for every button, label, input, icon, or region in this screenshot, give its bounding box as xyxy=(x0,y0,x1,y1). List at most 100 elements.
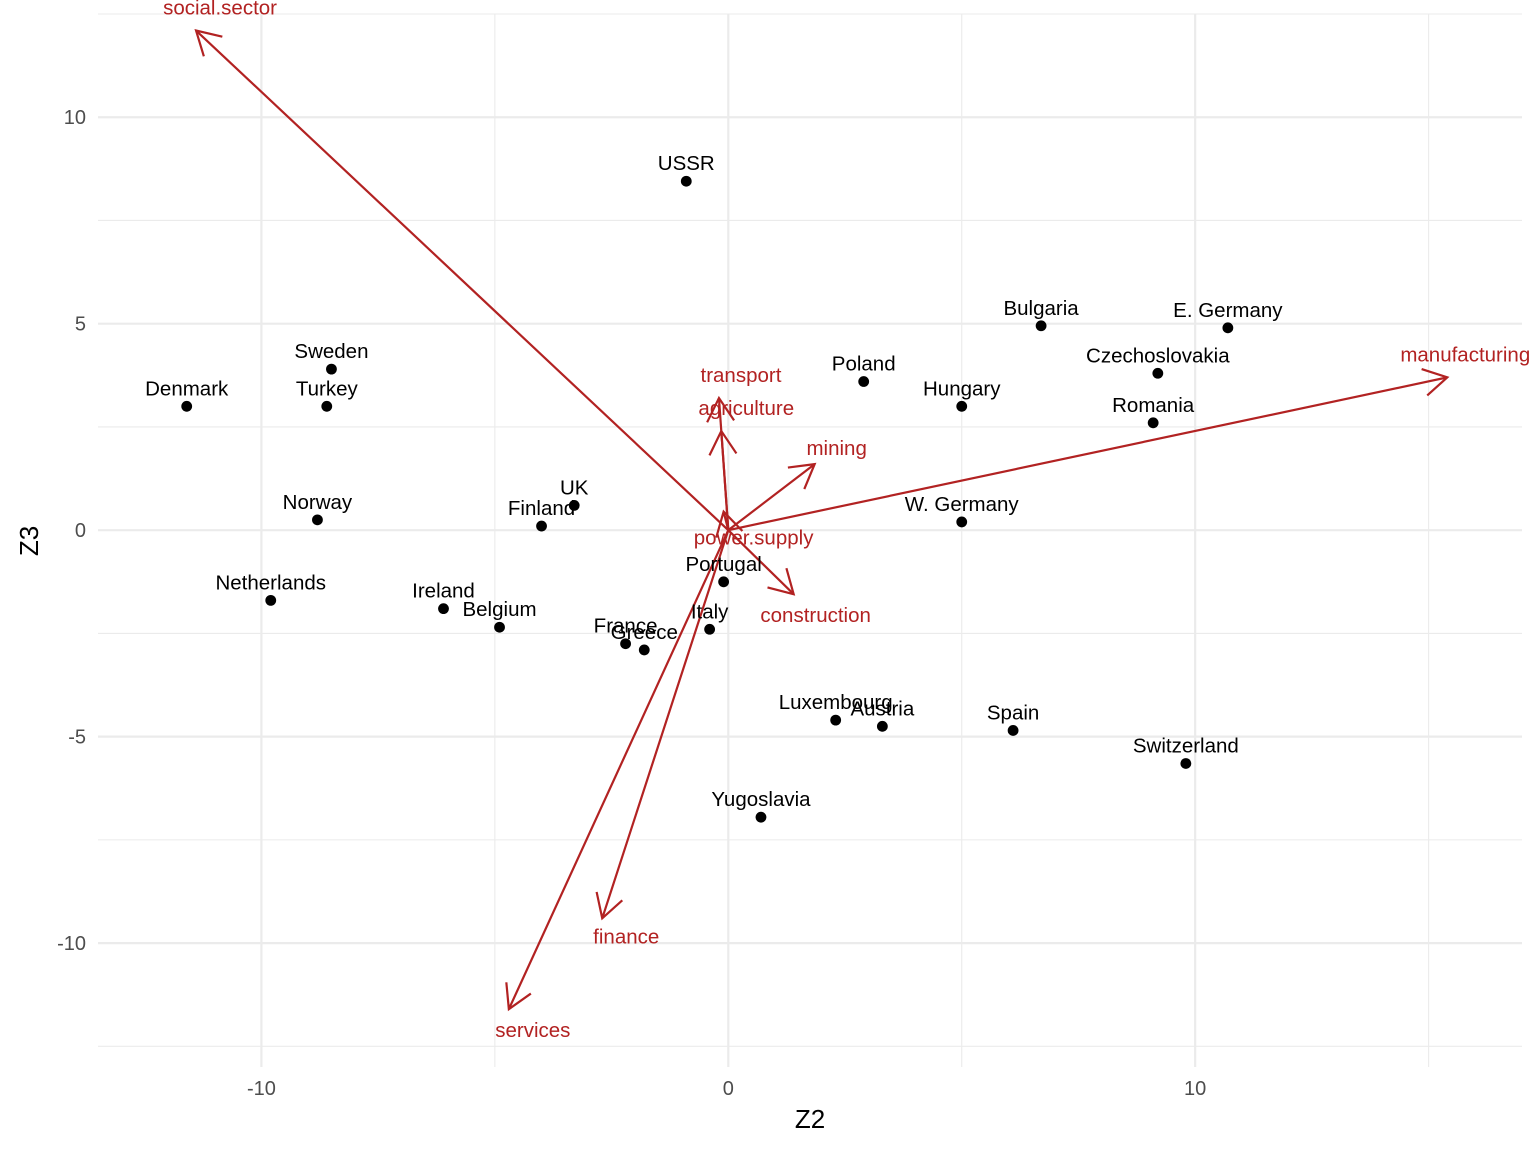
arrow-shaft xyxy=(728,376,1448,532)
country-point xyxy=(876,720,888,732)
y-tick-label: -5 xyxy=(68,727,86,749)
loading-label: manufacturing xyxy=(1400,343,1530,366)
country-point xyxy=(956,516,968,528)
y-tick-label: -10 xyxy=(57,933,86,955)
arrow-shaft xyxy=(601,529,730,919)
country-point xyxy=(321,400,333,412)
country-label: Austria xyxy=(850,697,914,720)
arrow-head xyxy=(706,395,735,423)
loading-arrow xyxy=(194,29,730,531)
x-tick-label: -10 xyxy=(247,1078,276,1100)
country-point xyxy=(956,400,968,412)
country-label: Romania xyxy=(1112,394,1195,417)
loading-arrow xyxy=(727,529,796,596)
country-label: Czechoslovakia xyxy=(1086,344,1230,367)
country-label: Netherlands xyxy=(215,571,326,594)
country-label: Finland xyxy=(508,497,575,520)
y-tick-label: 0 xyxy=(75,520,86,542)
country-label: W. Germany xyxy=(905,493,1020,516)
country-point xyxy=(620,638,631,650)
x-axis-title: Z2 xyxy=(795,1104,825,1134)
country-label: Switzerland xyxy=(1133,734,1239,757)
loading-arrow xyxy=(505,529,730,1012)
x-tick-label: 0 xyxy=(723,1078,734,1100)
arrow-shaft xyxy=(507,529,730,1010)
country-label: Norway xyxy=(283,491,353,514)
country-label: Turkey xyxy=(296,377,359,400)
country-label: Denmark xyxy=(145,377,229,400)
loading-label: transport xyxy=(701,364,782,387)
loading-labels: social.sector manufacturing transport agric… xyxy=(163,0,1530,1042)
country-point xyxy=(680,175,692,187)
arrow-shaft xyxy=(727,463,816,532)
country-point xyxy=(1147,417,1159,429)
country-point xyxy=(1007,725,1019,736)
country-point xyxy=(265,594,277,606)
country-label: Portugal xyxy=(685,553,761,576)
country-label: Hungary xyxy=(923,377,1001,400)
arrow-head xyxy=(787,462,817,490)
country-point xyxy=(704,623,716,635)
arrow-head xyxy=(1421,367,1450,397)
y-tick-label: 5 xyxy=(75,314,86,336)
loading-label: construction xyxy=(760,604,871,627)
country-point xyxy=(568,500,580,511)
country-point xyxy=(1180,758,1192,769)
country-point xyxy=(1035,320,1047,332)
country-point xyxy=(494,621,505,633)
country-point xyxy=(858,376,870,387)
country-point xyxy=(1222,322,1234,334)
arrow-head xyxy=(505,982,532,1012)
y-tick-label: 10 xyxy=(64,107,86,129)
loading-arrows xyxy=(194,29,1450,1012)
country-label: Belgium xyxy=(462,598,536,621)
country-point xyxy=(830,714,842,726)
country-point xyxy=(312,514,323,526)
y-axis-title: Z3 xyxy=(14,526,44,556)
loading-label: finance xyxy=(593,925,659,948)
country-label: Poland xyxy=(832,353,896,376)
loading-arrow xyxy=(715,509,744,538)
loading-arrow xyxy=(595,529,730,921)
country-label: Bulgaria xyxy=(1003,297,1079,320)
arrow-head xyxy=(708,428,738,456)
country-label: Luxembourg xyxy=(779,691,893,714)
country-point xyxy=(326,363,337,375)
country-point xyxy=(1152,367,1164,379)
country-label: UK xyxy=(560,476,589,499)
country-point xyxy=(536,520,547,532)
country-point xyxy=(755,811,767,823)
loading-arrow xyxy=(727,462,817,532)
arrow-head xyxy=(767,567,796,596)
tick-labels: -10 0 10 -10 -5 0 5 10 xyxy=(57,107,1206,1100)
arrow-shaft xyxy=(195,29,730,531)
grid-layer xyxy=(98,13,1522,1067)
country-label: Italy xyxy=(691,600,729,623)
country-point xyxy=(718,576,730,588)
arrow-head xyxy=(194,29,223,57)
loading-arrow xyxy=(728,367,1450,532)
country-label: Ireland xyxy=(412,580,475,603)
arrow-shaft xyxy=(727,529,795,595)
country-label: France xyxy=(594,615,658,638)
country-point xyxy=(181,400,193,412)
loading-label: agriculture xyxy=(698,397,794,420)
loading-label: power.supply xyxy=(694,527,814,550)
country-labels: USSR Bulgaria E. Germany Czechoslovakia Pola… xyxy=(145,152,1283,811)
arrow-head xyxy=(595,891,624,921)
country-label: Yugoslavia xyxy=(711,788,811,811)
loading-label: mining xyxy=(806,437,866,460)
country-label: Sweden xyxy=(294,340,368,363)
country-label: Spain xyxy=(987,701,1039,724)
country-points xyxy=(181,175,1234,823)
country-label: Greece xyxy=(611,621,678,644)
country-label: USSR xyxy=(658,152,715,175)
arrow-shaft xyxy=(722,511,730,531)
arrow-head xyxy=(715,509,744,538)
country-point xyxy=(438,603,449,615)
loading-label: services xyxy=(495,1019,570,1042)
loading-label: social.sector xyxy=(163,0,277,20)
x-tick-label: 10 xyxy=(1184,1078,1206,1100)
